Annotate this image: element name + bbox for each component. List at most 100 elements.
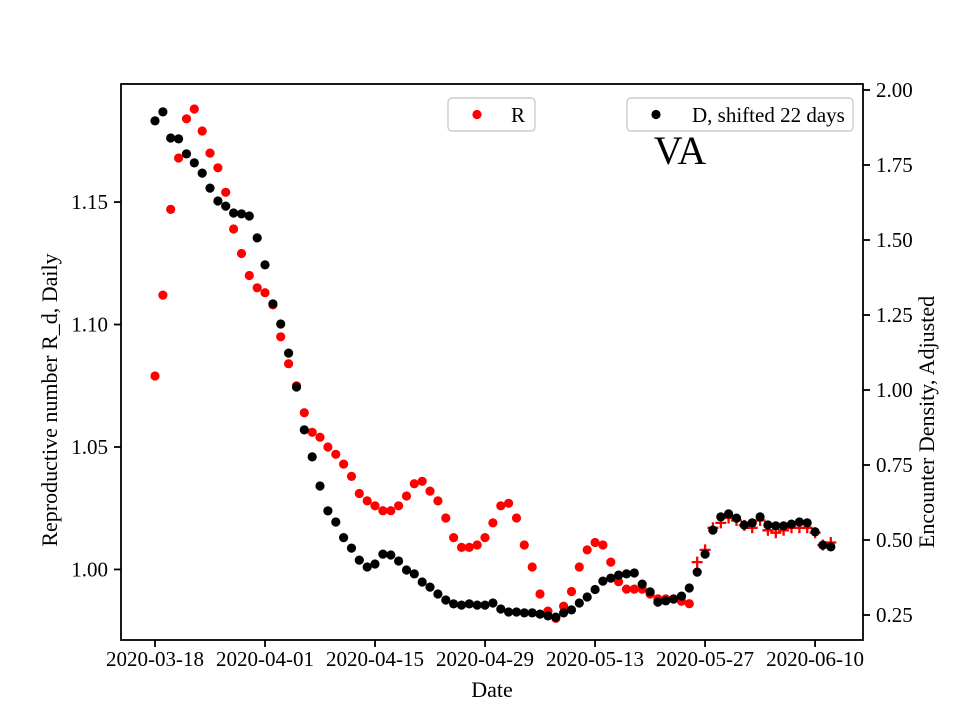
data-point-d <box>401 565 412 575</box>
data-point-d <box>606 573 616 583</box>
data-point-r <box>472 540 482 550</box>
data-point-r <box>629 584 639 594</box>
data-point-d <box>456 600 467 610</box>
x-tick-label: 2020-04-29 <box>436 647 534 671</box>
data-point-d <box>818 540 828 550</box>
data-point-d <box>779 521 789 531</box>
data-point-r <box>323 442 333 452</box>
data-point-d <box>684 583 694 593</box>
data-point-d <box>425 582 435 592</box>
data-point-r <box>566 586 577 597</box>
data-point-r <box>598 540 608 550</box>
data-point-r <box>684 599 694 609</box>
data-point-r <box>504 498 514 508</box>
data-point-r <box>519 540 529 550</box>
x-tick-label: 2020-03-18 <box>106 647 204 671</box>
right-y-tick-label: 1.75 <box>876 153 913 177</box>
data-point-d <box>362 562 372 572</box>
data-point-r <box>582 545 592 555</box>
left-y-tick-label: 1.00 <box>71 557 108 581</box>
data-point-d <box>637 579 647 589</box>
series-r-projected-points <box>691 512 837 568</box>
right-y-tick-label: 1.00 <box>876 378 913 402</box>
data-point-d <box>299 425 309 435</box>
data-point-r <box>527 562 537 572</box>
data-point-d <box>724 509 734 519</box>
data-point-r <box>229 224 239 234</box>
data-point-d <box>291 382 302 392</box>
data-point-d <box>441 595 451 605</box>
data-point-r <box>559 601 569 611</box>
data-point-r <box>370 501 380 511</box>
left-y-tick-label: 1.05 <box>71 435 108 459</box>
x-tick-label: 2020-05-27 <box>656 647 754 671</box>
data-point-r <box>236 248 247 259</box>
data-point-d <box>315 481 325 491</box>
right-y-tick-label: 1.25 <box>876 303 913 327</box>
data-point-d <box>731 513 742 523</box>
data-point-d <box>229 208 239 218</box>
data-point-r <box>401 491 412 501</box>
data-point-r <box>362 496 372 506</box>
data-point-d <box>433 589 443 599</box>
data-point-r <box>449 533 459 543</box>
data-point-r <box>339 459 349 469</box>
right-y-tick-label: 0.50 <box>876 528 913 552</box>
data-point-d <box>331 517 341 527</box>
data-point-d <box>323 506 333 516</box>
data-point-d <box>386 550 396 560</box>
data-point-d <box>661 596 671 606</box>
data-point-d <box>763 520 773 530</box>
right-y-tick-label: 2.00 <box>876 78 913 102</box>
data-point-d <box>559 608 569 618</box>
data-point-r <box>441 513 451 523</box>
data-point-r <box>307 427 317 437</box>
data-point-r <box>158 290 168 300</box>
data-point-d <box>810 527 820 537</box>
data-point-r <box>331 449 341 459</box>
data-point-d <box>284 348 294 358</box>
data-point-d <box>504 607 514 617</box>
data-point-d <box>739 520 749 530</box>
data-point-r <box>150 371 160 381</box>
data-point-d <box>378 549 388 559</box>
data-point-r <box>260 288 270 298</box>
data-point-r <box>197 126 207 136</box>
series-r-points <box>150 104 694 624</box>
data-point-r <box>181 114 192 124</box>
data-point-r <box>252 283 262 293</box>
legend-d-marker-icon <box>651 109 661 120</box>
data-point-r <box>276 332 286 342</box>
data-point-d <box>590 584 600 595</box>
data-point-r <box>433 496 443 506</box>
data-point-d <box>488 598 498 608</box>
data-point-r <box>409 479 419 489</box>
x-tick-label: 2020-05-13 <box>546 647 644 671</box>
data-point-d <box>174 134 184 144</box>
data-point-d <box>794 517 805 527</box>
data-point-d <box>166 133 176 143</box>
data-point-d <box>417 577 427 587</box>
data-point-r <box>511 513 522 523</box>
data-point-d <box>535 609 545 619</box>
data-point-r <box>574 562 584 572</box>
data-point-r <box>488 518 498 528</box>
data-point-d <box>629 568 639 578</box>
data-point-r <box>590 537 600 548</box>
axis-ticks: 2020-03-18 2020-04-01 2020-04-15 2020-04-29… <box>71 78 913 671</box>
data-point-d <box>221 201 231 211</box>
data-point-d <box>621 569 632 579</box>
data-point-d <box>496 604 506 614</box>
data-point-d <box>747 518 757 528</box>
data-point-d <box>260 260 270 270</box>
legend-r-marker-icon <box>472 109 482 120</box>
data-point-r <box>614 577 624 587</box>
data-point-r-projected <box>691 556 703 568</box>
data-point-d <box>653 597 663 607</box>
legend-d-label: D, shifted 22 days <box>692 103 845 127</box>
data-point-d <box>158 107 168 117</box>
data-point-d <box>716 512 726 522</box>
data-point-d <box>307 452 317 462</box>
data-point-r <box>606 557 616 567</box>
